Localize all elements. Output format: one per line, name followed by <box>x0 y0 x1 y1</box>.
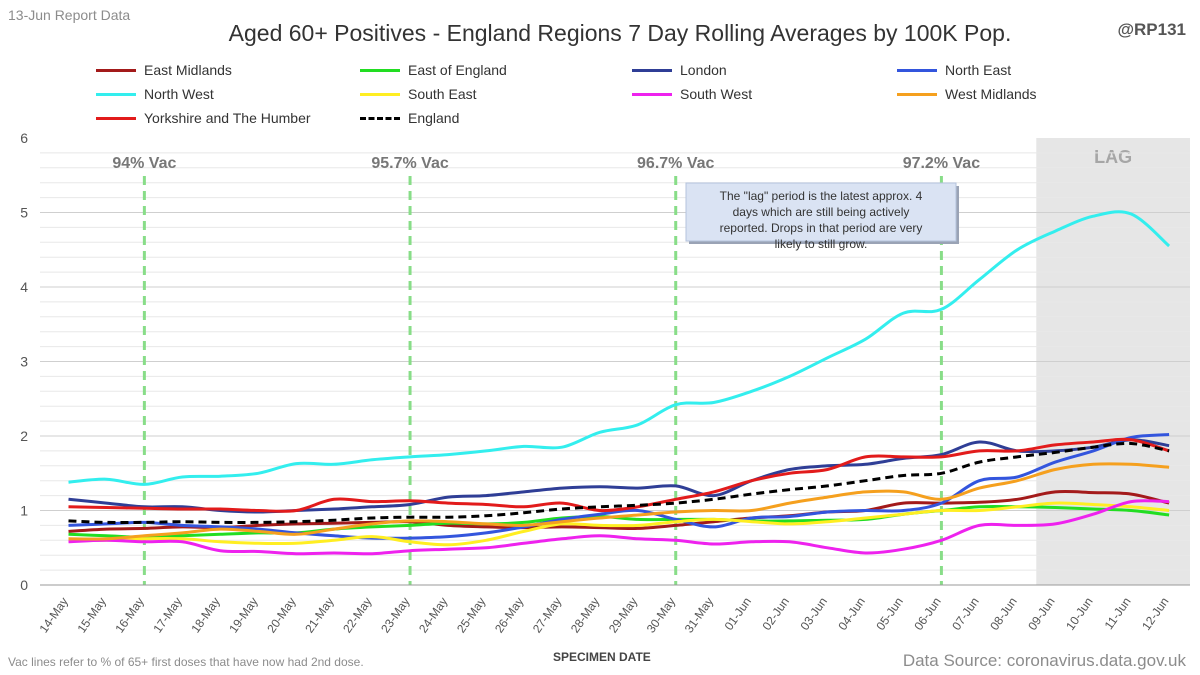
legend-label: England <box>408 110 460 126</box>
y-tick-label: 2 <box>20 428 28 444</box>
legend-swatch <box>360 92 400 96</box>
x-tick-label: 19-May <box>226 595 260 636</box>
x-tick-label: 14-May <box>37 595 71 636</box>
x-tick-label: 09-Jun <box>1025 595 1058 633</box>
x-tick-label: 07-Jun <box>949 595 982 633</box>
y-tick-label: 6 <box>20 130 28 146</box>
legend-label: North West <box>144 86 214 102</box>
author-handle: @RP131 <box>1117 20 1186 39</box>
legend-item-east-of-england: East of England <box>360 61 507 79</box>
x-tick-label: 29-May <box>606 595 640 636</box>
x-tick-label: 12-Jun <box>1139 595 1172 633</box>
legend-item-london: London <box>632 61 727 79</box>
x-tick-label: 16-May <box>112 595 146 636</box>
legend-swatch <box>632 92 672 96</box>
series-line-england <box>68 441 1170 525</box>
series-line-london <box>68 438 1170 514</box>
annotation-text: The "lag" period is the latest approx. 4… <box>720 189 923 251</box>
x-tick-label: 26-May <box>492 595 526 636</box>
x-tick-label: 15-May <box>74 595 108 636</box>
legend-swatch <box>897 68 937 72</box>
x-tick-label: 11-Jun <box>1102 595 1134 632</box>
y-tick-label: 3 <box>20 354 28 370</box>
vac-label: 95.7% Vac <box>371 155 449 172</box>
x-tick-label: 23-May <box>378 595 412 636</box>
vac-label: 97.2% Vac <box>903 155 981 172</box>
series-line-north-west <box>68 210 1171 486</box>
legend-swatch <box>96 68 136 72</box>
y-tick-label: 5 <box>20 205 28 221</box>
x-tick-label: 20-May <box>264 595 298 636</box>
series-line-north-east <box>68 433 1170 540</box>
footnote: Vac lines refer to % of 65+ first doses … <box>8 655 364 669</box>
legend-item-west-midlands: West Midlands <box>897 85 1037 103</box>
data-source: Data Source: coronavirus.data.gov.uk <box>902 651 1186 670</box>
legend-label: North East <box>945 62 1012 78</box>
x-tick-label: 24-May <box>416 595 450 636</box>
legend-swatch <box>360 116 400 120</box>
x-tick-label: 31-May <box>682 595 716 636</box>
legend-label: West Midlands <box>945 86 1037 102</box>
legend-swatch <box>897 92 937 96</box>
legend-swatch <box>96 116 136 120</box>
legend-label: London <box>680 62 727 78</box>
x-tick-label: 10-Jun <box>1063 595 1096 633</box>
legend-label: South West <box>680 86 753 102</box>
x-tick-label: 01-Jun <box>722 595 755 633</box>
series-line-yorkshire-and-the-humber <box>68 437 1170 513</box>
y-tick-label: 4 <box>20 279 28 295</box>
x-tick-label: 22-May <box>340 595 374 636</box>
y-tick-label: 0 <box>20 577 28 593</box>
x-axis-label: SPECIMEN DATE <box>553 650 651 664</box>
legend-item-north-west: North West <box>96 85 214 103</box>
legend-item-england: England <box>360 109 459 127</box>
series-line-south-west <box>68 499 1170 556</box>
x-tick-label: 27-May <box>530 595 564 636</box>
x-tick-label: 18-May <box>188 595 222 636</box>
x-tick-label: 05-Jun <box>873 595 906 633</box>
legend-item-south-east: South East <box>360 85 477 103</box>
x-tick-label: 30-May <box>644 595 678 636</box>
x-tick-label: 02-Jun <box>760 595 793 633</box>
legend-label: South East <box>408 86 477 102</box>
chart-title: Aged 60+ Positives - England Regions 7 D… <box>228 20 1012 46</box>
x-tick-label: 25-May <box>454 595 488 636</box>
series-line-west-midlands <box>68 462 1170 541</box>
x-tick-label: 03-Jun <box>797 595 830 633</box>
x-tick-label: 17-May <box>150 595 184 636</box>
x-tick-label: 08-Jun <box>987 595 1020 633</box>
report-date-label: 13-Jun Report Data <box>8 7 131 23</box>
legend-swatch <box>360 68 400 72</box>
x-tick-label: 04-Jun <box>835 595 868 633</box>
legend-item-north-east: North East <box>897 61 1011 79</box>
x-tick-label: 06-Jun <box>911 595 944 633</box>
x-tick-label: 21-May <box>302 595 336 636</box>
legend-label: East Midlands <box>144 62 232 78</box>
x-tick-label: 28-May <box>568 595 602 636</box>
annotation-box <box>685 182 957 242</box>
series-line-south-east <box>68 501 1170 547</box>
vac-label: 94% Vac <box>112 155 176 172</box>
legend-swatch <box>96 92 136 96</box>
series-line-east-midlands <box>68 489 1170 533</box>
legend-item-east-midlands: East Midlands <box>96 61 232 79</box>
legend-item-south-west: South West <box>632 85 752 103</box>
legend-label: Yorkshire and The Humber <box>144 110 311 126</box>
legend-swatch <box>632 68 672 72</box>
legend-label: East of England <box>408 62 507 78</box>
lag-label: LAG <box>1094 147 1132 167</box>
vac-label: 96.7% Vac <box>637 155 715 172</box>
y-tick-label: 1 <box>20 503 28 519</box>
legend-item-yorkshire-and-the-humber: Yorkshire and The Humber <box>96 109 311 127</box>
